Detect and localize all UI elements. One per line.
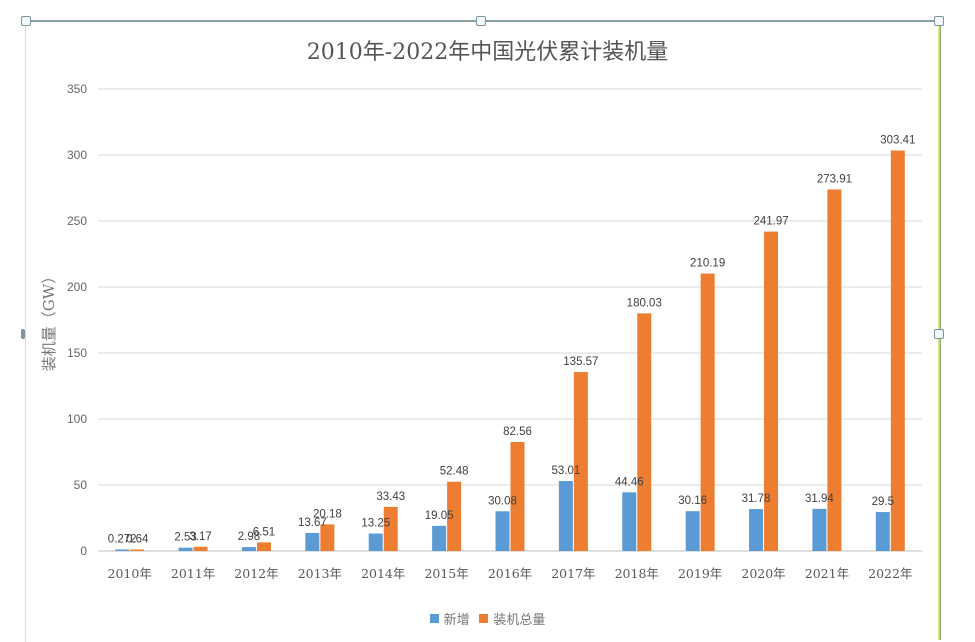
x-tick-label: 2016年 <box>488 566 532 581</box>
bar-new <box>178 547 193 551</box>
data-label-total: 0.64 <box>126 534 149 546</box>
data-label-new: 0.272 <box>108 534 137 546</box>
data-label-new: 19.05 <box>425 510 454 522</box>
data-label-new: 29.5 <box>872 496 894 508</box>
bar-total <box>383 506 398 551</box>
bar-new <box>305 532 320 551</box>
x-tick-label: 2020年 <box>741 566 785 581</box>
y-tick-label: 300 <box>67 148 87 162</box>
x-tick-label: 2011年 <box>171 566 215 581</box>
bar-new <box>685 511 700 551</box>
x-tick-label: 2010年 <box>108 566 152 581</box>
bar-new <box>241 547 256 551</box>
resize-handle-right[interactable] <box>934 329 944 339</box>
bar-total <box>637 313 652 551</box>
x-tick-label: 2015年 <box>424 566 468 581</box>
bar-total <box>130 549 145 551</box>
resize-handle-top[interactable] <box>476 16 486 26</box>
gridlines <box>98 88 922 552</box>
y-tick-label: 350 <box>67 82 87 96</box>
bar-total <box>193 546 208 551</box>
x-tick-label: 2013年 <box>298 566 342 581</box>
y-tick-label: 100 <box>67 412 87 426</box>
data-label-new: 13.25 <box>361 518 390 530</box>
bar-new <box>115 549 130 551</box>
x-tick-label: 2022年 <box>868 566 912 581</box>
data-label-total: 241.97 <box>753 216 788 228</box>
data-label-new: 31.78 <box>742 493 771 505</box>
x-tick-label: 2017年 <box>551 566 595 581</box>
data-label-total: 6.51 <box>253 526 275 538</box>
x-tick-label: 2018年 <box>615 566 659 581</box>
bar-new <box>432 525 447 551</box>
bar-total <box>256 542 271 551</box>
resize-handle-left[interactable] <box>21 329 25 339</box>
x-tick-label: 2014年 <box>361 566 405 581</box>
data-label-total: 33.43 <box>376 491 405 503</box>
resize-handle-top-left[interactable] <box>21 16 31 26</box>
data-label-total: 20.18 <box>313 508 342 520</box>
data-label-new: 53.01 <box>551 465 580 477</box>
bar-new <box>622 492 637 551</box>
data-label-total: 3.17 <box>189 531 211 543</box>
resize-handle-top-right[interactable] <box>934 16 944 26</box>
legend: 新增 装机总量 <box>0 609 975 628</box>
data-label-total: 210.19 <box>690 258 725 270</box>
data-label-total: 82.56 <box>503 426 532 438</box>
data-label-new: 2.98 <box>238 531 260 543</box>
legend-label-new: 新增 <box>443 612 470 627</box>
x-tick-label: 2021年 <box>805 566 849 581</box>
data-label-new: 31.94 <box>805 493 834 505</box>
bar-new <box>368 533 383 551</box>
bar-new <box>812 508 827 551</box>
y-tick-label: 150 <box>67 346 87 360</box>
bar-new <box>875 512 890 551</box>
chart-title: 2010年-2022年中国光伏累计装机量 <box>306 40 669 65</box>
legend-item-total[interactable]: 装机总量 <box>479 609 545 628</box>
data-label-new: 2.53 <box>174 532 196 544</box>
bar-total <box>320 524 335 551</box>
bar-total <box>700 273 715 551</box>
data-label-new: 30.16 <box>678 495 707 507</box>
data-label-total: 135.57 <box>563 356 598 368</box>
data-labels: 0.272 2.53 2.98 13.67 13.25 19.05 30.08 53.01 44… <box>108 134 916 545</box>
bar-new <box>495 511 510 551</box>
data-label-new: 44.46 <box>615 476 644 488</box>
data-label-total: 273.91 <box>817 173 852 185</box>
legend-swatch-new <box>429 614 439 623</box>
x-tick-label: 2019年 <box>678 566 722 581</box>
y-tick-label: 250 <box>67 214 87 228</box>
legend-swatch-total <box>479 614 489 623</box>
y-tick-label: 200 <box>67 280 87 294</box>
y-tick-label: 50 <box>74 478 88 492</box>
y-axis-ticks: 0 50 100 150 200 250 300 350 <box>67 82 87 558</box>
legend-label-total: 装机总量 <box>493 612 546 627</box>
bar-total <box>827 189 842 552</box>
x-axis-ticks: 2010年 2011年 2012年 2013年 2014年 2015年 2016年 2017年… <box>108 566 913 581</box>
bar-total <box>510 442 525 551</box>
bar-total <box>764 231 779 551</box>
bar-total <box>573 372 588 551</box>
x-tick-label: 2012年 <box>234 566 278 581</box>
legend-item-new[interactable]: 新增 <box>429 609 470 628</box>
bar-total <box>890 150 905 552</box>
bar-new <box>558 481 573 551</box>
y-tick-label: 0 <box>80 544 87 558</box>
data-label-total: 180.03 <box>627 297 662 309</box>
bar-total <box>447 481 462 551</box>
data-label-new: 13.67 <box>298 517 327 529</box>
bar-new <box>749 509 764 551</box>
data-label-total: 303.41 <box>880 134 915 146</box>
data-label-total: 52.48 <box>440 466 469 478</box>
bars <box>115 150 905 552</box>
data-label-new: 30.08 <box>488 495 517 507</box>
